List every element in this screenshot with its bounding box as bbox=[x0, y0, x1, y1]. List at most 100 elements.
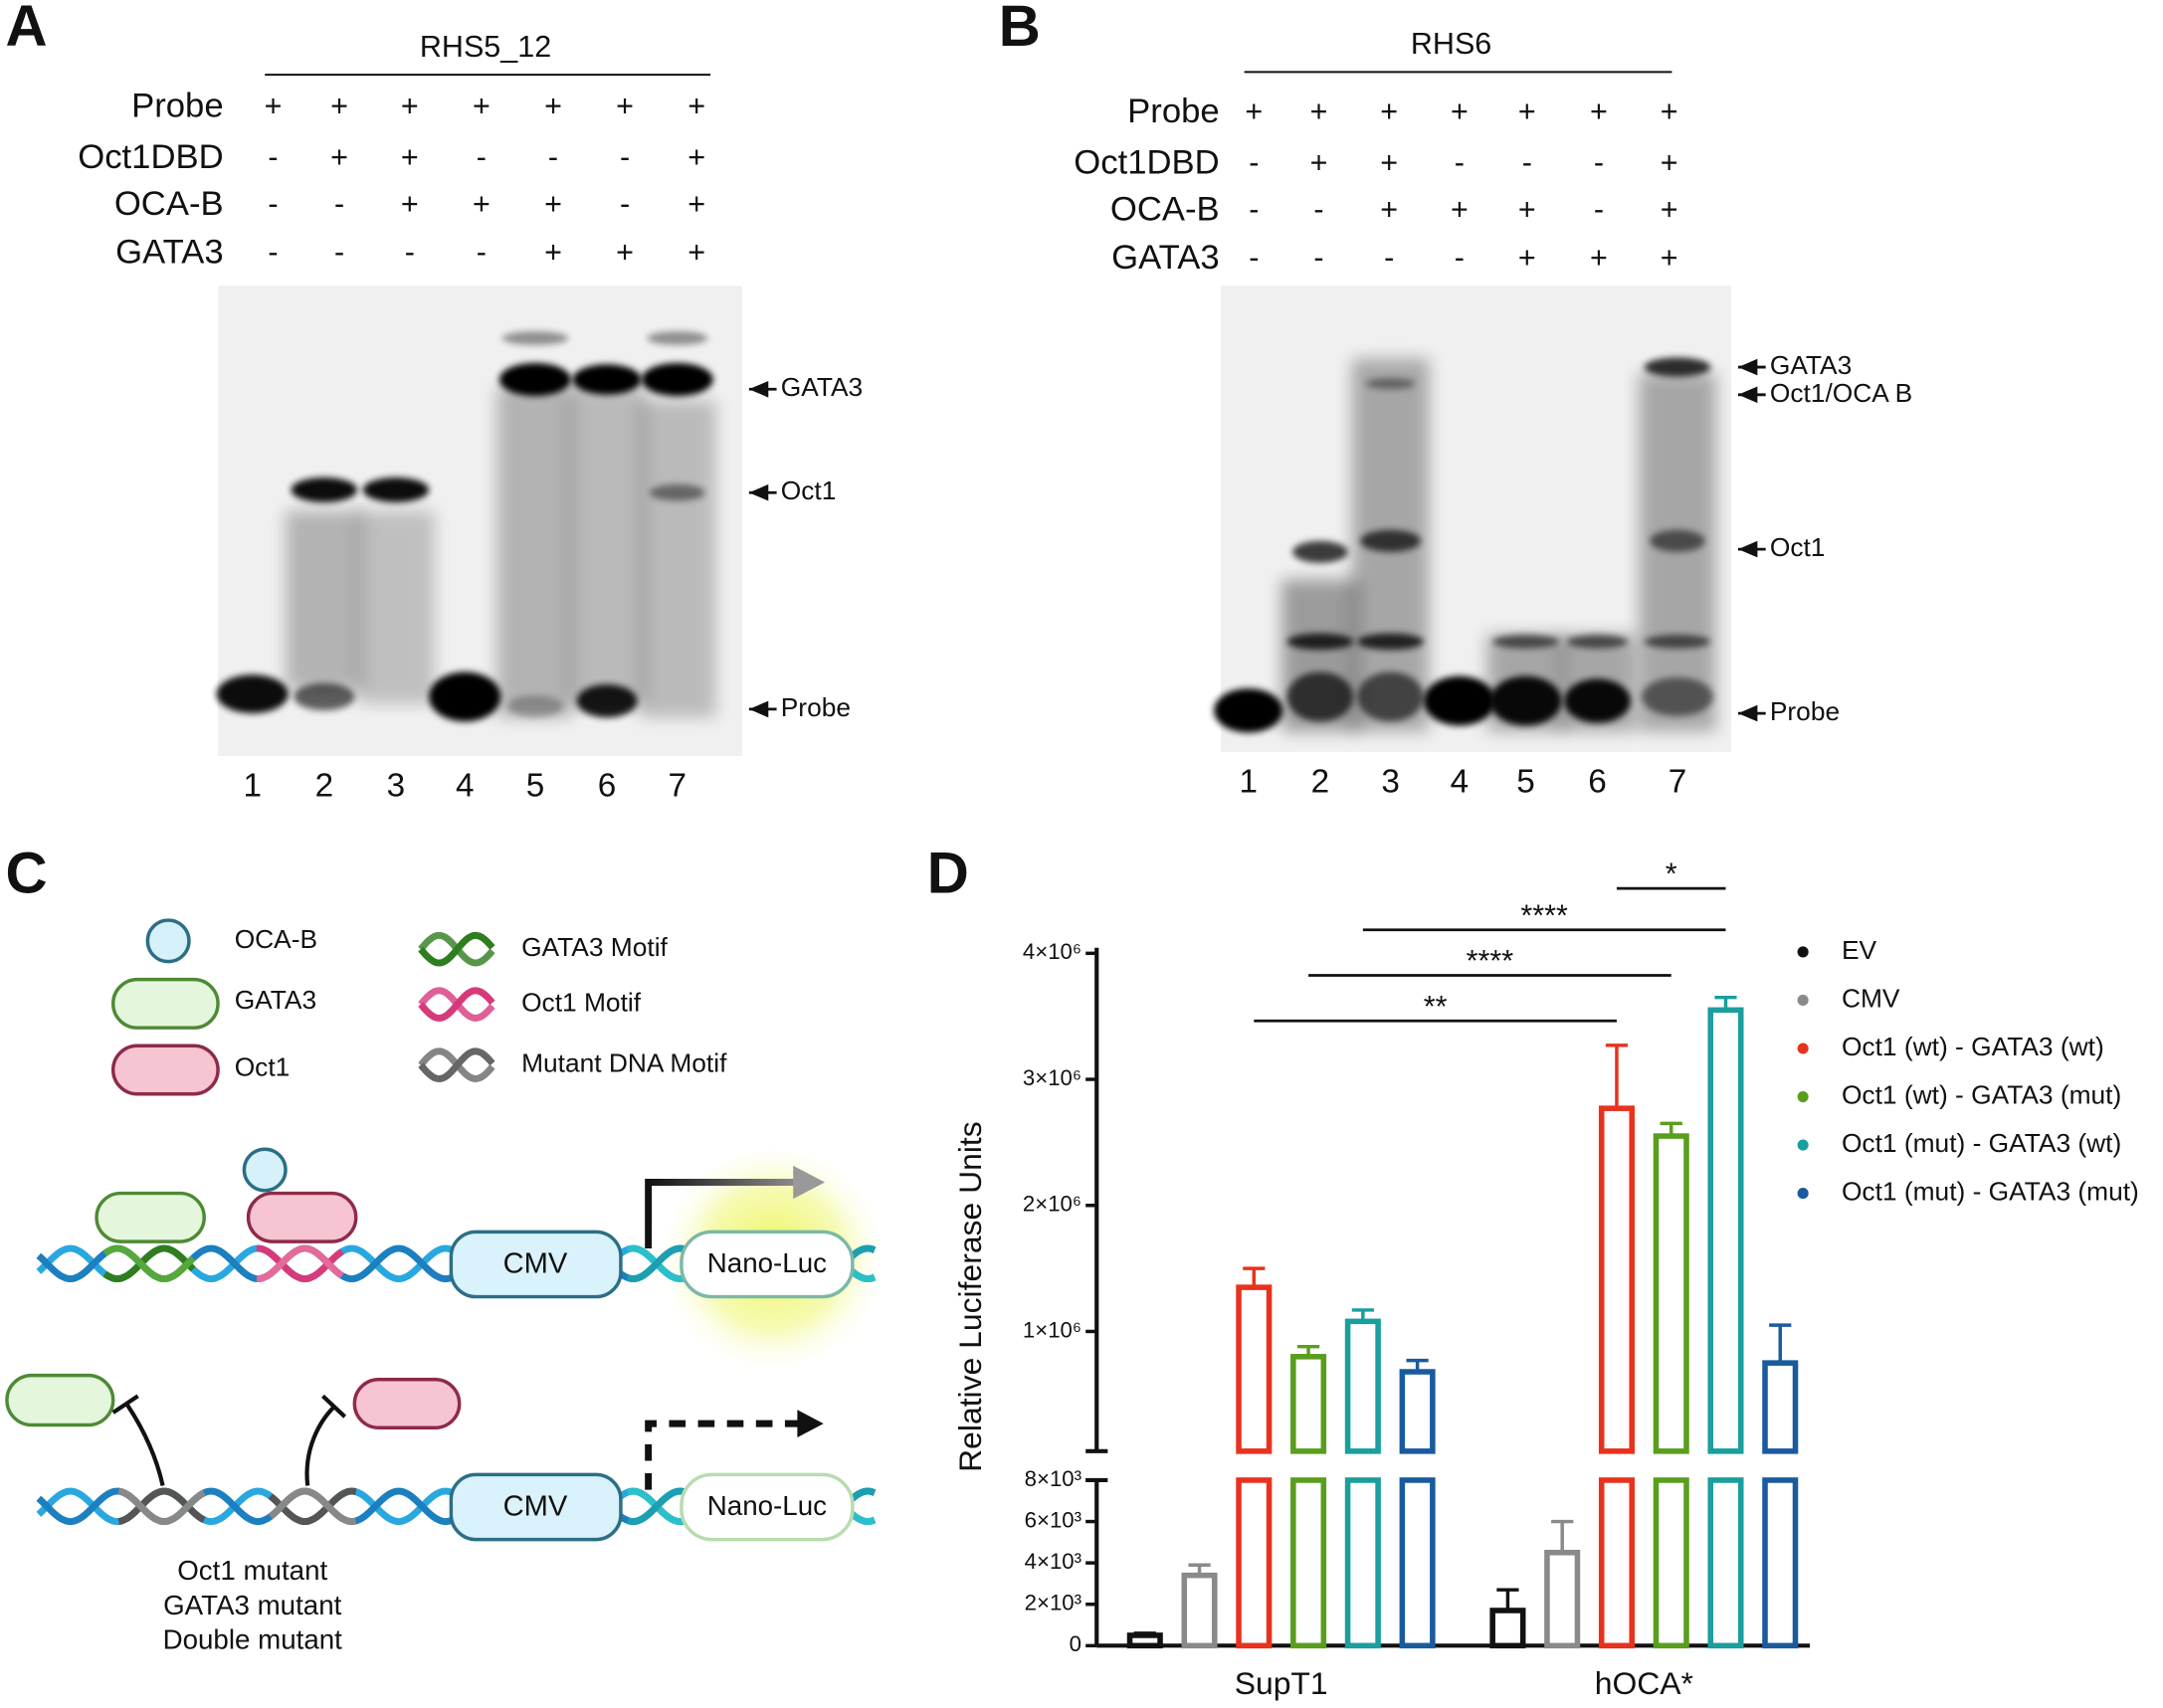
legend-marker bbox=[1797, 1043, 1809, 1054]
row-label: Oct1DBD bbox=[1074, 143, 1219, 181]
band-label: Oct1 bbox=[1770, 532, 1826, 562]
sign: - bbox=[1455, 241, 1465, 275]
arrow-head bbox=[797, 1410, 824, 1437]
y-tick-label: 1×10⁶ bbox=[1023, 1317, 1082, 1342]
bar bbox=[1236, 1477, 1273, 1649]
sign: + bbox=[544, 89, 562, 122]
sign: + bbox=[1380, 95, 1398, 128]
gata3-protein bbox=[110, 977, 220, 1030]
bar bbox=[1344, 1318, 1381, 1454]
panel-letter: A bbox=[6, 0, 48, 59]
gel-band bbox=[1644, 635, 1711, 649]
sign: - bbox=[334, 187, 344, 221]
gel-band bbox=[1365, 378, 1416, 390]
gel-band bbox=[362, 476, 430, 502]
band-label: Probe bbox=[781, 692, 851, 722]
sign: + bbox=[1590, 95, 1608, 128]
sign: + bbox=[1590, 241, 1608, 275]
sign: - bbox=[268, 140, 278, 174]
lane-number: 4 bbox=[456, 768, 475, 805]
sign: + bbox=[616, 235, 634, 269]
gel-band bbox=[1286, 633, 1354, 651]
oct1-protein bbox=[110, 1044, 220, 1096]
lane-number: 2 bbox=[1311, 764, 1330, 801]
row-label: Probe bbox=[131, 88, 223, 125]
dna-strand bbox=[102, 1244, 196, 1283]
sign: - bbox=[1455, 145, 1465, 179]
panel-letter: D bbox=[927, 841, 969, 905]
panel-letter: B bbox=[999, 0, 1041, 59]
sign: + bbox=[1661, 192, 1678, 226]
sign: + bbox=[473, 187, 491, 221]
legend-text: CMV bbox=[1842, 983, 1900, 1013]
dna-strand bbox=[268, 1487, 357, 1526]
significance-label: **** bbox=[1520, 898, 1568, 932]
legend-text: Oct1 (wt) - GATA3 (mut) bbox=[1842, 1079, 2121, 1109]
error-bar bbox=[1406, 1358, 1429, 1373]
sign: + bbox=[544, 187, 562, 221]
gel-smear bbox=[496, 386, 574, 718]
sign: + bbox=[1310, 145, 1328, 179]
block-arrow bbox=[304, 1394, 347, 1486]
y-tick-label: 4×10³ bbox=[1025, 1549, 1082, 1574]
bar bbox=[1489, 1608, 1526, 1649]
y-tick-label: 3×10⁶ bbox=[1023, 1065, 1082, 1090]
error-bar bbox=[1296, 1344, 1320, 1357]
sign: + bbox=[688, 140, 705, 174]
lane-number: 6 bbox=[598, 768, 617, 805]
bar bbox=[1707, 1477, 1744, 1649]
dna-strand bbox=[117, 1487, 206, 1526]
band-label: GATA3 bbox=[781, 372, 863, 402]
error-bar bbox=[1660, 1121, 1682, 1137]
cmv-box bbox=[449, 1472, 623, 1542]
error-bar bbox=[1714, 995, 1737, 1011]
error-bar bbox=[1351, 1308, 1374, 1322]
lane-number: 6 bbox=[1588, 764, 1607, 801]
legend-marker bbox=[1797, 1139, 1809, 1151]
motif-icon bbox=[418, 1047, 495, 1082]
construct-label: RHS5_12 bbox=[420, 30, 551, 64]
legend-text: GATA3 bbox=[235, 985, 316, 1015]
bar bbox=[1290, 1354, 1327, 1454]
gel-band bbox=[572, 364, 642, 395]
y-tick-label: 4×10⁶ bbox=[1023, 939, 1082, 964]
sign: + bbox=[616, 89, 634, 122]
motif-icon bbox=[418, 987, 495, 1022]
sign: - bbox=[268, 187, 278, 221]
row-label: OCA-B bbox=[1110, 191, 1220, 229]
legend-marker bbox=[1797, 994, 1809, 1007]
sign: - bbox=[1249, 192, 1259, 226]
mutant-label: Double mutant bbox=[163, 1624, 343, 1655]
y-tick-label: 2×10³ bbox=[1025, 1591, 1082, 1615]
sign: + bbox=[330, 140, 348, 174]
gel-band bbox=[1214, 688, 1283, 733]
lane-number: 3 bbox=[1381, 764, 1400, 801]
legend-text: EV bbox=[1842, 935, 1877, 965]
sign: + bbox=[544, 235, 562, 269]
lane-number: 5 bbox=[1516, 764, 1535, 801]
dna-strand bbox=[627, 1487, 690, 1526]
bar bbox=[1399, 1477, 1436, 1649]
gel-band bbox=[647, 331, 708, 345]
sign: + bbox=[1518, 192, 1536, 226]
gel-band bbox=[576, 683, 638, 718]
gel-band bbox=[1357, 671, 1424, 722]
gel-band bbox=[291, 476, 358, 502]
error-bar bbox=[1605, 1044, 1629, 1109]
gel-band bbox=[1564, 678, 1631, 723]
promoter-arrow bbox=[645, 1179, 812, 1249]
sign: - bbox=[1313, 241, 1323, 275]
error-bar bbox=[1188, 1563, 1211, 1576]
significance-label: **** bbox=[1467, 944, 1514, 978]
row-label: GATA3 bbox=[1111, 239, 1219, 277]
gel-band bbox=[1360, 529, 1422, 552]
promoter-arrow bbox=[645, 1420, 801, 1490]
sign: - bbox=[1594, 145, 1604, 179]
error-bar bbox=[1551, 1519, 1574, 1553]
gel-smear bbox=[568, 386, 646, 704]
sign: - bbox=[1384, 241, 1394, 275]
sign: + bbox=[401, 187, 419, 221]
lane-number: 7 bbox=[1669, 764, 1687, 801]
sign: - bbox=[1313, 192, 1323, 226]
